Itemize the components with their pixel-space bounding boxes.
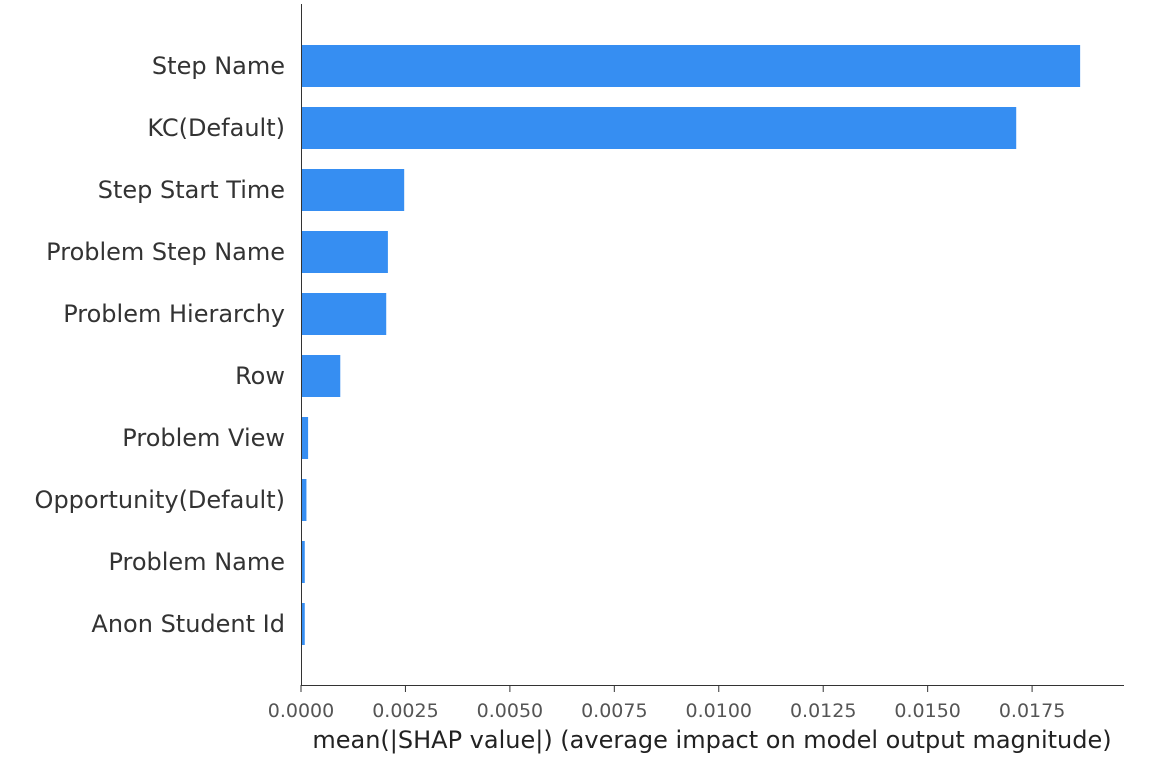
bar-8 xyxy=(301,541,305,583)
bar-9 xyxy=(301,603,305,645)
bars-group xyxy=(301,45,1081,645)
bar-5 xyxy=(301,355,341,397)
bar-6 xyxy=(301,417,309,459)
x-tick-label: 0.0050 xyxy=(477,700,543,722)
category-label: Row xyxy=(235,362,285,390)
category-label: Step Start Time xyxy=(98,176,285,204)
bar-7 xyxy=(301,479,307,521)
bar-1 xyxy=(301,107,1017,149)
x-tick-label: 0.0175 xyxy=(999,700,1065,722)
x-tick-label: 0.0150 xyxy=(894,700,960,722)
category-label: Anon Student Id xyxy=(91,610,285,638)
x-ticks: 0.0000 0.0025 0.0050 0.0075 0.0100 0.0125 0.01… xyxy=(268,685,1065,722)
category-label: Problem Step Name xyxy=(46,238,285,266)
x-tick-label: 0.0025 xyxy=(372,700,438,722)
category-label: Problem View xyxy=(122,424,285,452)
bar-3 xyxy=(301,231,388,273)
category-label: Step Name xyxy=(152,52,285,80)
category-labels: Step Name KC(Default) Step Start Time Probl… xyxy=(35,52,285,638)
bar-0 xyxy=(301,45,1081,87)
category-label: Opportunity(Default) xyxy=(35,486,285,514)
bar-2 xyxy=(301,169,405,211)
category-label: Problem Name xyxy=(108,548,285,576)
category-label: Problem Hierarchy xyxy=(63,300,285,328)
x-tick-label: 0.0075 xyxy=(581,700,647,722)
x-axis-label: mean(|SHAP value|) (average impact on mo… xyxy=(312,726,1111,754)
x-tick-label: 0.0100 xyxy=(686,700,752,722)
category-label: KC(Default) xyxy=(147,114,285,142)
x-tick-label: 0.0125 xyxy=(790,700,856,722)
bar-4 xyxy=(301,293,387,335)
x-tick-label: 0.0000 xyxy=(268,700,334,722)
